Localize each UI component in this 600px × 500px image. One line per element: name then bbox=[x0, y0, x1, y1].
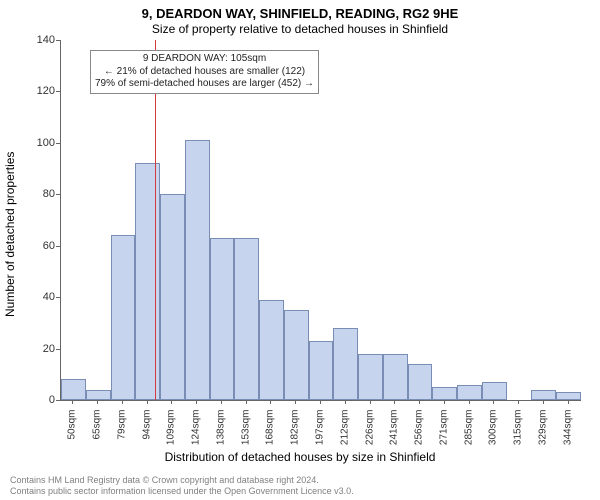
ytick-label: 140 bbox=[15, 34, 55, 46]
bar bbox=[432, 387, 457, 400]
bar bbox=[457, 385, 482, 400]
xtick-mark bbox=[221, 400, 222, 404]
bar bbox=[333, 328, 358, 400]
xtick-mark bbox=[518, 400, 519, 404]
ytick-mark bbox=[56, 40, 60, 41]
xtick-mark bbox=[444, 400, 445, 404]
xtick-mark bbox=[568, 400, 569, 404]
xtick-mark bbox=[469, 400, 470, 404]
x-axis-label: Distribution of detached houses by size … bbox=[0, 450, 600, 464]
ytick-label: 80 bbox=[15, 188, 55, 200]
xtick-mark bbox=[320, 400, 321, 404]
footer-line1: Contains HM Land Registry data © Crown c… bbox=[10, 475, 354, 486]
xtick-mark bbox=[419, 400, 420, 404]
ytick-mark bbox=[56, 297, 60, 298]
marker-line bbox=[155, 40, 156, 400]
footer-text: Contains HM Land Registry data © Crown c… bbox=[10, 475, 354, 497]
ytick-label: 100 bbox=[15, 137, 55, 149]
ytick-mark bbox=[56, 143, 60, 144]
bar bbox=[408, 364, 433, 400]
chart-title-main: 9, DEARDON WAY, SHINFIELD, READING, RG2 … bbox=[0, 6, 600, 21]
bar bbox=[210, 238, 235, 400]
xtick-mark bbox=[122, 400, 123, 404]
annotation-line1: 9 DEARDON WAY: 105sqm bbox=[95, 53, 314, 66]
ytick-label: 120 bbox=[15, 85, 55, 97]
annotation-box: 9 DEARDON WAY: 105sqm ← 21% of detached … bbox=[90, 50, 319, 94]
xtick-mark bbox=[196, 400, 197, 404]
bar bbox=[358, 354, 383, 400]
ytick-label: 0 bbox=[15, 394, 55, 406]
xtick-mark bbox=[97, 400, 98, 404]
bar bbox=[86, 390, 111, 400]
bar bbox=[111, 235, 136, 400]
bar bbox=[185, 140, 210, 400]
footer-line2: Contains public sector information licen… bbox=[10, 486, 354, 497]
xtick-mark bbox=[543, 400, 544, 404]
ytick-label: 40 bbox=[15, 291, 55, 303]
xtick-mark bbox=[147, 400, 148, 404]
bar bbox=[259, 300, 284, 400]
ytick-mark bbox=[56, 349, 60, 350]
bar bbox=[556, 392, 581, 400]
bar bbox=[160, 194, 185, 400]
xtick-mark bbox=[493, 400, 494, 404]
bar bbox=[234, 238, 259, 400]
annotation-line3: 79% of semi-detached houses are larger (… bbox=[95, 78, 314, 91]
ytick-label: 20 bbox=[15, 343, 55, 355]
bar bbox=[531, 390, 556, 400]
bar bbox=[284, 310, 309, 400]
ytick-mark bbox=[56, 91, 60, 92]
xtick-mark bbox=[270, 400, 271, 404]
xtick-mark bbox=[72, 400, 73, 404]
bar bbox=[482, 382, 507, 400]
ytick-mark bbox=[56, 194, 60, 195]
bar bbox=[383, 354, 408, 400]
xtick-mark bbox=[171, 400, 172, 404]
annotation-line2: ← 21% of detached houses are smaller (12… bbox=[95, 66, 314, 79]
ytick-label: 60 bbox=[15, 240, 55, 252]
histogram-chart: 9, DEARDON WAY, SHINFIELD, READING, RG2 … bbox=[0, 0, 600, 500]
chart-title-sub: Size of property relative to detached ho… bbox=[0, 22, 600, 36]
xtick-mark bbox=[295, 400, 296, 404]
ytick-mark bbox=[56, 246, 60, 247]
xtick-mark bbox=[345, 400, 346, 404]
xtick-mark bbox=[370, 400, 371, 404]
xtick-mark bbox=[246, 400, 247, 404]
ytick-mark bbox=[56, 400, 60, 401]
bar bbox=[135, 163, 160, 400]
bar bbox=[309, 341, 334, 400]
xtick-mark bbox=[394, 400, 395, 404]
bar bbox=[61, 379, 86, 400]
plot-area bbox=[60, 40, 581, 401]
